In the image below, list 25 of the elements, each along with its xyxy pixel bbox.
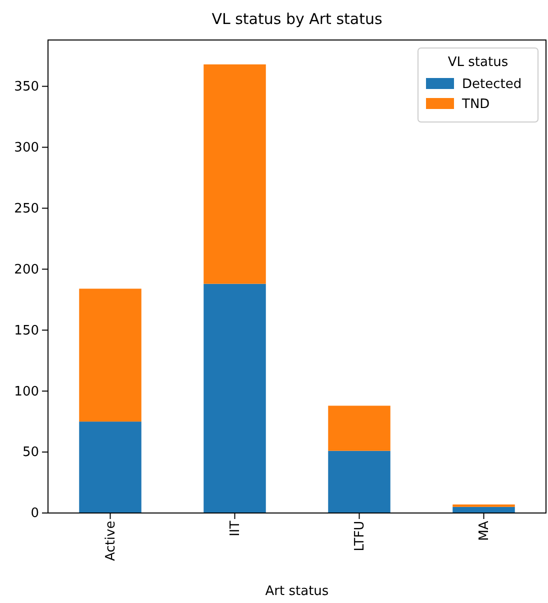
x-tick-label: Active [104, 520, 119, 562]
y-tick-label: 50 [22, 445, 39, 460]
legend-label: TND [461, 97, 490, 112]
y-tick-label: 350 [14, 79, 39, 94]
bar [204, 284, 266, 513]
y-tick-label: 0 [30, 506, 39, 522]
bar [328, 450, 390, 513]
bar [328, 406, 390, 451]
bar [79, 288, 142, 422]
y-tick-label: 250 [14, 201, 39, 216]
bar [452, 504, 515, 507]
bar [204, 64, 266, 284]
y-tick-label: 100 [14, 384, 39, 400]
bar [452, 506, 515, 513]
legend-label: Detected [462, 77, 522, 92]
x-tick-label: MA [477, 520, 492, 541]
y-tick-label: 200 [14, 262, 39, 278]
legend-title: VL status [448, 55, 508, 70]
chart-title: VL status by Art status [212, 10, 382, 28]
y-tick-label: 150 [14, 323, 39, 338]
x-axis-title: Art status [265, 584, 329, 599]
y-tick-label: 300 [14, 140, 39, 156]
x-tick-label: IIT [228, 520, 244, 536]
x-tick-label: LTFU [352, 520, 368, 552]
bar [79, 422, 142, 513]
